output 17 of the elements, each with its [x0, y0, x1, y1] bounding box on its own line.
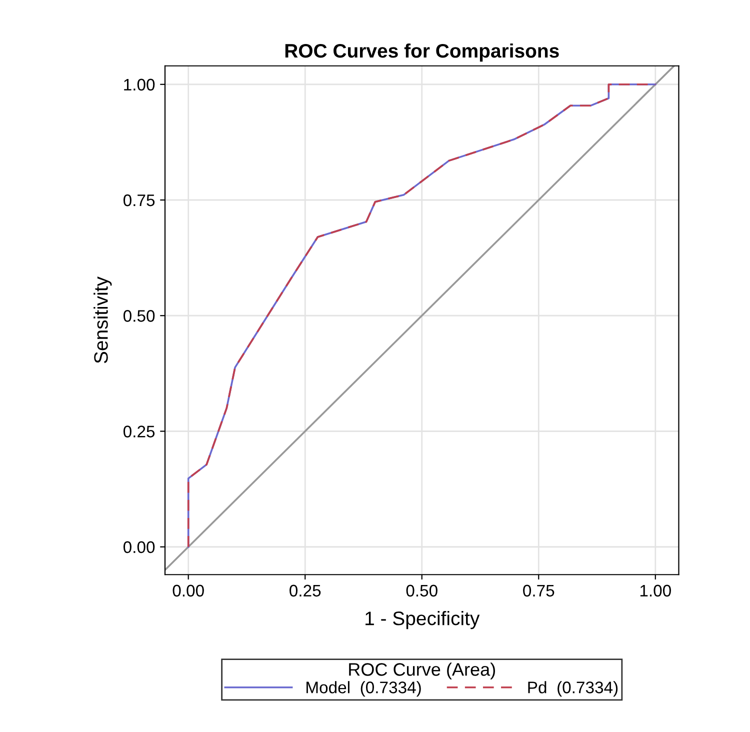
x-tick-label: 1.00 — [640, 584, 671, 597]
y-axis-title: Sensitivity — [94, 276, 112, 364]
x-tick-label: 0.00 — [172, 584, 204, 597]
line-series — [187, 83, 656, 548]
legend-label: Pd (0.7334) — [528, 681, 618, 697]
y-tick-label: 0.25 — [123, 426, 155, 438]
y-tick-label: 0.75 — [123, 194, 155, 206]
x-tick-label: 0.50 — [406, 584, 438, 597]
y-tick-label: 0.50 — [123, 310, 155, 322]
x-tick-label: 0.25 — [290, 584, 321, 597]
chart-title: ROC Curves for Comparisons — [285, 43, 559, 62]
legend-title: ROC Curve (Area) — [349, 662, 495, 680]
x-axis-title: 1 - Specificity — [366, 610, 480, 630]
legend-label: Model (0.7334) — [306, 681, 421, 697]
x-tick-label: 0.75 — [523, 584, 554, 597]
y-tick-label: 1.00 — [124, 78, 155, 91]
y-tick-label: 0.00 — [123, 541, 155, 554]
